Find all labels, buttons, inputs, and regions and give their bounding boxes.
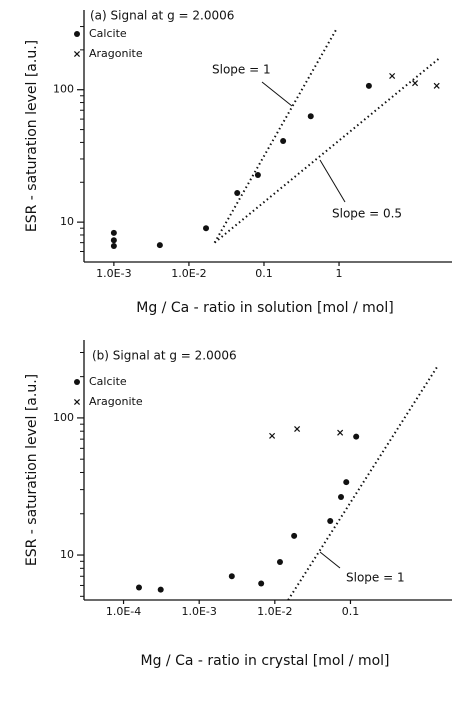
chart-title: (a) Signal at g = 2.0006 <box>90 9 234 23</box>
legend-label: Aragonite <box>89 47 143 60</box>
y-tick-label: 10 <box>60 215 74 228</box>
y-tick-label: 10 <box>60 548 74 561</box>
data-point <box>276 558 283 565</box>
data-point <box>307 113 314 120</box>
data-point <box>228 573 235 580</box>
data-point <box>294 425 301 433</box>
chart-title: (b) Signal at g = 2.0006 <box>92 349 237 363</box>
fit-label: Slope = 0.5 <box>332 207 402 221</box>
data-point <box>337 429 344 436</box>
data-point <box>280 137 287 144</box>
data-point <box>433 82 440 89</box>
data-point <box>412 80 419 87</box>
x-tick-label: 1.0E-3 <box>96 267 131 280</box>
data-point <box>338 494 345 501</box>
fit-line <box>213 57 441 244</box>
y-axis-label: ESR - saturation level [a.u.] <box>24 374 40 566</box>
data-point <box>156 242 163 249</box>
data-point <box>365 82 372 89</box>
x-tick-label: 1.0E-4 <box>106 605 141 618</box>
y-axis-label: ESR - saturation level [a.u.] <box>24 40 40 232</box>
data-point <box>203 225 210 232</box>
y-tick-label: 100 <box>53 411 74 424</box>
data-point <box>110 229 117 236</box>
fit-line <box>287 364 440 601</box>
data-point <box>343 479 350 486</box>
legend-marker <box>73 50 81 58</box>
x-tick-label: 1.0E-2 <box>171 267 206 280</box>
legend-marker <box>73 398 81 406</box>
legend-marker <box>74 31 80 37</box>
x-tick-label: 0.1 <box>255 267 273 280</box>
data-point <box>135 584 142 591</box>
legend-label: Aragonite <box>89 395 143 408</box>
x-tick-label: 1 <box>336 267 343 280</box>
data-point <box>389 72 396 80</box>
y-tick-label: 100 <box>53 83 74 96</box>
data-point <box>269 432 276 439</box>
x-axis-label: Mg / Ca - ratio in crystal [mol / mol] <box>141 653 390 669</box>
x-tick-label: 1.0E-2 <box>257 605 292 618</box>
data-point <box>110 243 117 250</box>
leader-line <box>261 81 293 107</box>
data-point <box>258 580 265 587</box>
legend-marker <box>74 379 80 385</box>
data-point <box>157 586 164 593</box>
x-tick-label: 1.0E-3 <box>181 605 216 618</box>
data-point <box>353 433 360 440</box>
fit-label: Slope = 1 <box>346 571 405 585</box>
leader-line <box>319 551 341 569</box>
legend-label: Calcite <box>89 27 127 40</box>
data-point <box>254 171 261 178</box>
data-point <box>110 237 117 244</box>
data-point <box>291 532 298 539</box>
fit-line <box>213 27 338 244</box>
x-tick-label: 0.1 <box>342 605 360 618</box>
data-point <box>327 518 334 525</box>
leader-line <box>319 159 346 203</box>
x-axis-label: Mg / Ca - ratio in solution [mol / mol] <box>136 300 393 316</box>
legend-label: Calcite <box>89 375 127 388</box>
data-point <box>234 189 241 196</box>
fit-label: Slope = 1 <box>212 63 271 77</box>
